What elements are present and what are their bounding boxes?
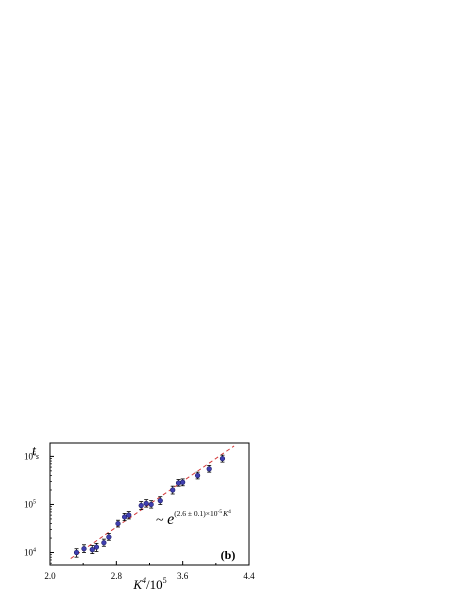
x-axis-label: K4/105: [132, 576, 166, 592]
fit-annotation-base: e: [167, 511, 174, 528]
x-axis-label-rest-sup: 5: [163, 576, 167, 585]
points-layer: [73, 454, 226, 558]
data-point: [206, 466, 212, 472]
data-point: [219, 455, 226, 462]
y-tick-label-exp: 4: [33, 548, 36, 554]
data-point: [73, 549, 80, 556]
fit-annotation-exponent-sup: -5: [218, 509, 223, 515]
data-point: [81, 546, 87, 552]
y-tick-label-exp: 6: [33, 451, 36, 457]
x-tick-label: 3.6: [177, 571, 189, 581]
data-point: [93, 544, 100, 550]
data-point: [138, 502, 144, 509]
data-point: [115, 520, 121, 527]
y-axis-label-base: t: [32, 444, 37, 459]
y-tick-label-exp: 5: [33, 499, 36, 505]
data-point: [175, 480, 182, 486]
x-tick-label: 2.0: [44, 571, 56, 581]
data-point: [89, 547, 95, 553]
y-axis-label-sub: s: [36, 452, 39, 461]
data-point: [106, 534, 112, 540]
data-point: [157, 498, 163, 504]
x-axis-label-rest: /10: [146, 577, 163, 592]
fit-annotation: ~ e(2.6 ± 0.1)×10-5K4: [156, 509, 231, 528]
data-point: [170, 487, 176, 493]
x-axis-label-sup: 4: [142, 576, 146, 585]
y-tick-label-base: 10: [24, 451, 34, 461]
data-point: [101, 540, 107, 546]
x-tick-label: 2.8: [111, 571, 123, 581]
y-tick-label: 106: [24, 451, 36, 461]
y-tick-label: 105: [24, 499, 36, 509]
fit-annotation-exponent-tail-sup: 4: [228, 509, 231, 515]
fit-annotation-prefix: ~: [156, 513, 167, 528]
panel-label: (b): [221, 548, 236, 562]
data-point: [148, 501, 154, 508]
x-axis-label-base: K: [132, 577, 143, 592]
x-tick-label: 4.4: [243, 571, 255, 581]
data-point: [126, 512, 132, 518]
fit-annotation-exponent-tail: K: [222, 509, 229, 518]
data-point: [194, 472, 201, 479]
y-tick-label-base: 10: [24, 499, 34, 509]
data-point: [180, 479, 186, 485]
fit-annotation-exponent: (2.6 ± 0.1)×10: [174, 509, 218, 518]
data-point: [143, 500, 149, 507]
y-tick-label: 104: [24, 548, 36, 558]
y-axis-label: ts: [32, 444, 39, 461]
y-tick-label-base: 10: [24, 548, 34, 558]
